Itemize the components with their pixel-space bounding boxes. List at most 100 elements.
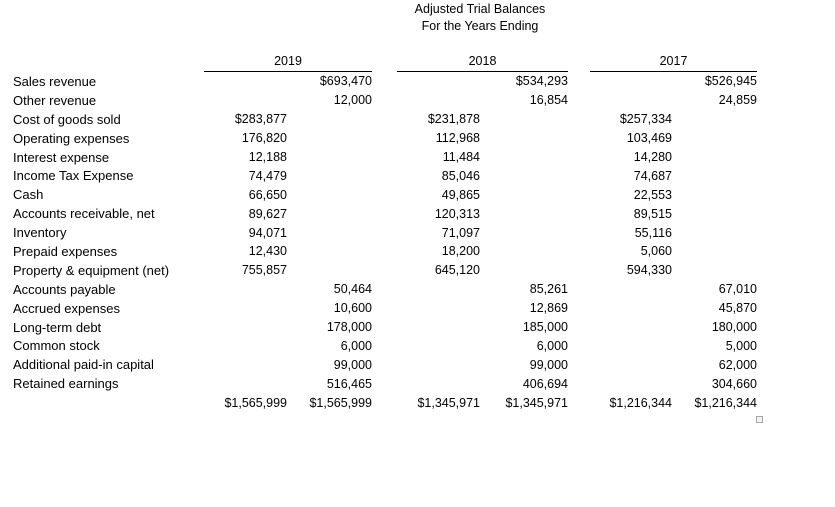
account-label: Additional paid-in capital [13, 357, 154, 373]
amount-cell: 45,870 [718, 301, 757, 316]
table-row: Long-term debt 178,000 185,000 180,000 [0, 318, 757, 337]
amount-cell: $1,216,344 [694, 395, 757, 410]
amount-cell: 12,869 [529, 301, 568, 316]
table-row: Accounts receivable, net 89,627 120,313 89,… [0, 204, 757, 223]
amount-cell: 24,859 [718, 93, 757, 108]
year-header-2018: 2018 [397, 54, 568, 72]
report-title-line1: Adjusted Trial Balances [414, 2, 546, 16]
report-title: Adjusted Trial Balances For the Years En… [125, 1, 835, 35]
amount-cell: 406,694 [522, 376, 568, 391]
table-row: Prepaid expenses 12,430 18,200 5,060 [0, 242, 757, 261]
amount-cell: $1,565,999 [309, 395, 372, 410]
amount-cell: 12,430 [248, 244, 287, 259]
amount-cell: 103,469 [626, 131, 672, 146]
amount-cell: 99,000 [529, 357, 568, 372]
amount-cell: 304,660 [711, 376, 757, 391]
amount-cell: 22,553 [633, 187, 672, 202]
table-row: Sales revenue $693,470 $534,293 $526,945 [0, 72, 757, 91]
amount-cell: 16,854 [529, 93, 568, 108]
amount-cell: 755,857 [241, 263, 287, 278]
amount-cell: 516,465 [326, 376, 372, 391]
totals-row: $1,565,999 $1,565,999 $1,345,971 $1,345,971… [0, 393, 757, 412]
year-header-2017: 2017 [590, 54, 757, 72]
table-row: Other revenue 12,000 16,854 24,859 [0, 91, 757, 110]
amount-cell: $1,565,999 [224, 395, 287, 410]
amount-cell: 11,484 [442, 150, 480, 164]
amount-cell: $693,470 [319, 74, 372, 89]
table-row: Property & equipment (net) 755,857 645,120… [0, 261, 757, 280]
table-row: Cash 66,650 49,865 22,553 [0, 185, 757, 204]
amount-cell: 94,071 [248, 225, 287, 240]
table-row: Operating expenses 176,820 112,968 103,469 [0, 129, 757, 148]
account-label: Sales revenue [13, 73, 97, 89]
amount-cell: 594,330 [626, 263, 672, 278]
amount-cell: 89,515 [633, 206, 672, 221]
amount-cell: 55,116 [634, 225, 672, 240]
amount-cell: 18,200 [441, 244, 480, 259]
amount-cell: $526,945 [704, 74, 757, 89]
amount-cell: $283,877 [234, 112, 287, 127]
account-label: Inventory [13, 225, 67, 241]
amount-cell: 74,687 [633, 168, 672, 183]
amount-cell: $231,878 [427, 112, 480, 127]
amount-cell: 85,261 [529, 282, 568, 297]
table-row: Retained earnings 516,465 406,694 304,660 [0, 374, 757, 393]
year-header-row: 2019 2018 2017 [0, 47, 757, 72]
amount-cell: 645,120 [434, 263, 480, 278]
account-label: Accrued expenses [13, 300, 120, 316]
amount-cell: 180,000 [711, 320, 757, 335]
account-label: Long-term debt [13, 319, 102, 335]
amount-cell: 71,097 [441, 225, 480, 240]
amount-cell: 6,000 [536, 338, 568, 353]
amount-cell: 5,000 [725, 338, 757, 353]
account-label: Cost of goods sold [13, 111, 121, 127]
account-label: Interest expense [13, 149, 110, 165]
account-label: Property & equipment (net) [13, 262, 170, 278]
table-row: Cost of goods sold $283,877 $231,878 $257,3… [0, 110, 757, 129]
report-title-line2: For the Years Ending [421, 19, 539, 33]
amount-cell: 66,650 [248, 187, 287, 202]
amount-cell: 14,280 [633, 150, 672, 164]
account-label: Income Tax Expense [13, 168, 134, 184]
amount-cell: $1,216,344 [609, 395, 672, 410]
table-row: Income Tax Expense 74,479 85,046 74,687 [0, 166, 757, 185]
amount-cell: 85,046 [441, 168, 480, 183]
amount-cell: 178,000 [326, 320, 372, 335]
amount-cell: $534,293 [515, 74, 568, 89]
trial-balance-table: 2019 2018 2017 Sales revenue $693,470 $534… [0, 47, 757, 412]
table-row: Common stock 6,000 6,000 5,000 [0, 336, 757, 355]
year-header-2019: 2019 [204, 54, 372, 72]
amount-cell: 74,479 [248, 168, 287, 183]
table-row: Accrued expenses 10,600 12,869 45,870 [0, 299, 757, 318]
account-label: Accounts receivable, net [13, 206, 155, 222]
amount-cell: 49,865 [441, 187, 480, 202]
table-row: Additional paid-in capital 99,000 99,000 62… [0, 355, 757, 374]
table-row: Interest expense 12,188 11,484 14,280 [0, 148, 757, 167]
amount-cell: 12,188 [248, 150, 287, 164]
amount-cell: $1,345,971 [417, 395, 480, 410]
amount-cell: 176,820 [241, 131, 287, 146]
account-label: Common stock [13, 338, 100, 354]
amount-cell: 10,600 [333, 301, 372, 316]
selection-handle-square[interactable] [756, 416, 763, 423]
amount-cell: $257,334 [619, 112, 672, 127]
amount-cell: 89,627 [248, 206, 287, 221]
amount-cell: 112,968 [435, 131, 480, 146]
amount-cell: 185,000 [522, 320, 568, 335]
amount-cell: 62,000 [718, 357, 757, 372]
account-label: Prepaid expenses [13, 243, 118, 259]
table-body: Sales revenue $693,470 $534,293 $526,945 Oth… [0, 72, 757, 412]
amount-cell: 99,000 [333, 357, 372, 372]
table-row: Inventory 94,071 71,097 55,116 [0, 223, 757, 242]
amount-cell: 6,000 [340, 338, 372, 353]
account-label: Other revenue [13, 92, 97, 108]
amount-cell: 120,313 [434, 206, 480, 221]
account-label: Retained earnings [13, 376, 119, 392]
amount-cell: 50,464 [333, 282, 372, 297]
amount-cell: 12,000 [333, 93, 372, 108]
amount-cell: $1,345,971 [505, 395, 568, 410]
account-label: Cash [13, 187, 44, 203]
amount-cell: 5,060 [640, 244, 672, 259]
amount-cell: 67,010 [718, 282, 757, 297]
